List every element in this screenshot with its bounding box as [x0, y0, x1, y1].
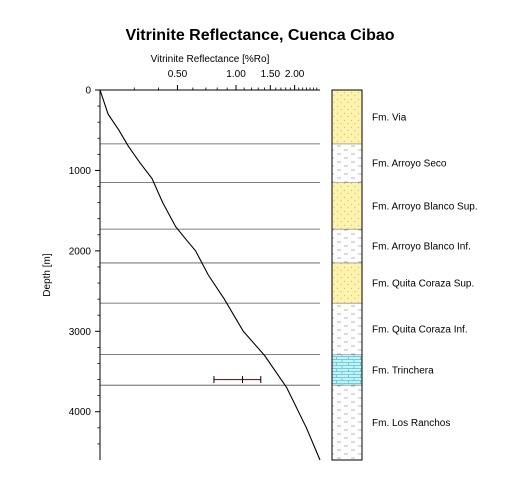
vitrinite-reflectance-curve — [99, 89, 321, 461]
formation-layer-4 — [332, 229, 362, 263]
formation-layer-7 — [332, 354, 362, 386]
x-tick-label: 2.00 — [285, 69, 305, 80]
formation-layer-6 — [332, 303, 362, 355]
plot-data — [99, 89, 321, 461]
formation-label: Fm. Via — [372, 112, 407, 123]
formation-label: Fm. Arroyo Blanco Sup. — [372, 201, 478, 212]
formation-layer-1 — [332, 90, 362, 144]
chart-title: Vitrinite Reflectance, Cuenca Cibao — [125, 27, 394, 44]
formation-label: Fm. Los Ranchos — [372, 418, 450, 429]
y-tick-label: 2000 — [69, 246, 92, 257]
formation-boundaries — [100, 143, 320, 386]
formation-label: Fm. Quita Coraza Inf. — [372, 324, 468, 335]
y-tick-label: 0 — [85, 86, 91, 97]
x-tick-label: 1.50 — [261, 69, 281, 80]
formation-layer-8 — [332, 385, 362, 460]
y-tick-label: 4000 — [69, 407, 92, 418]
formation-layer-5 — [332, 262, 362, 304]
stratigraphic-column: Fm. Via Fm. Arroyo Seco Fm. Arroyo Blanco … — [331, 89, 478, 461]
plot-axes: 0 1000 2000 3000 4000 0.50 1.00 1.50 2.00 — [69, 69, 320, 460]
formation-label: Fm. Arroyo Blanco Inf. — [372, 242, 471, 253]
x-tick-label: 0.50 — [168, 69, 188, 80]
formation-layer-2 — [332, 143, 362, 183]
x-axis-label: Vitrinite Reflectance [%Ro] — [151, 54, 270, 65]
formation-label: Fm. Arroyo Seco — [372, 159, 447, 170]
y-axis-label: Depth [m] — [42, 253, 53, 297]
x-tick-label: 1.00 — [226, 69, 246, 80]
column-frame — [331, 89, 363, 461]
y-tick-label: 3000 — [69, 327, 92, 338]
formation-layer-3 — [332, 182, 362, 230]
y-tick-label: 1000 — [69, 166, 92, 177]
formation-label: Fm. Quita Coraza Sup. — [372, 279, 474, 290]
formation-label: Fm. Trinchera — [372, 365, 434, 376]
